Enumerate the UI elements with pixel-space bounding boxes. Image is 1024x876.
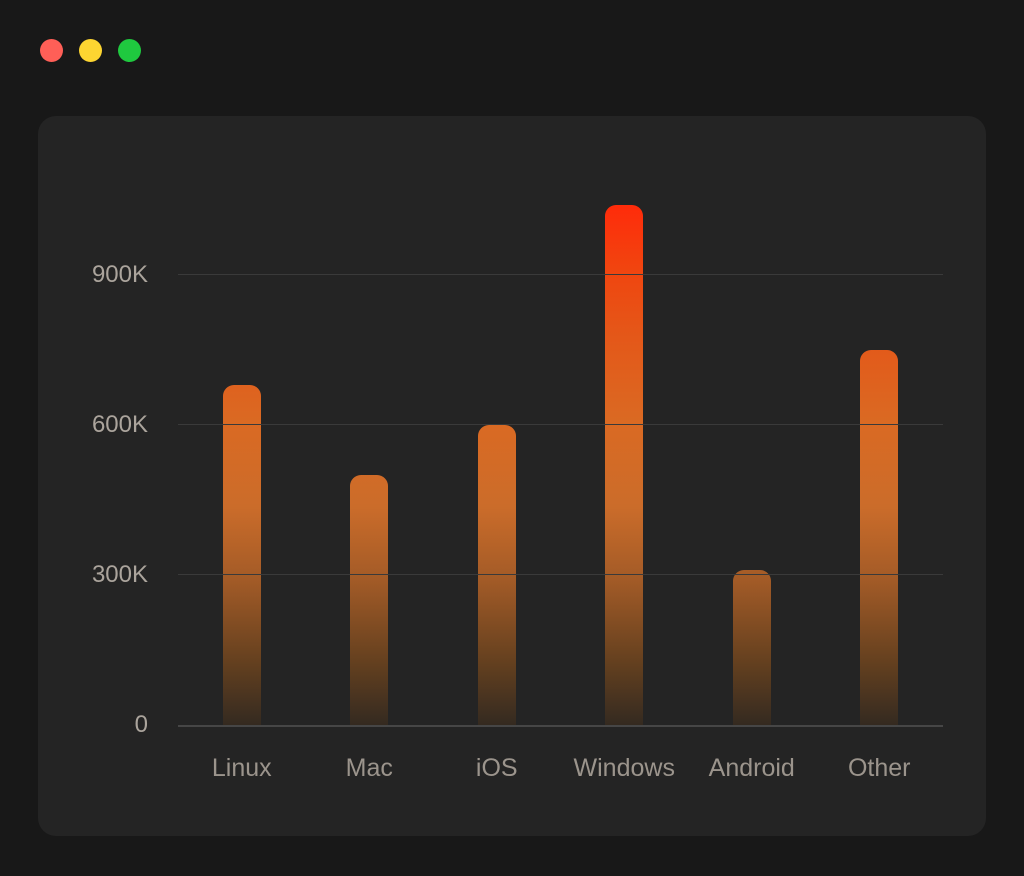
- x-axis-label-other: Other: [847, 754, 911, 782]
- bar-column: [561, 205, 689, 725]
- bar-column: [178, 385, 306, 725]
- x-axis-label-android: Android: [708, 754, 795, 782]
- y-axis-tick-label: 600K: [91, 411, 148, 438]
- x-axis-label-linux: Linux: [211, 754, 272, 782]
- plot-area: 900K 600K 300K 0: [92, 116, 943, 738]
- y-axis-tick-label: 900K: [91, 261, 148, 288]
- bar-column: [433, 425, 561, 725]
- close-button[interactable]: [40, 39, 63, 62]
- bar-ios[interactable]: [477, 425, 516, 725]
- bar-column: [688, 570, 816, 725]
- y-axis-tick-label: 300K: [91, 561, 148, 588]
- chart-card: 900K 600K 300K 0 Linux Mac iOS Windows Android O…: [38, 116, 986, 836]
- bar-windows[interactable]: [605, 205, 644, 725]
- bars-container: [178, 116, 943, 725]
- y-axis-tick-label: 0: [134, 711, 148, 738]
- gridline: [178, 574, 943, 575]
- x-axis-label-ios: iOS: [475, 754, 518, 782]
- gridline: [178, 274, 943, 275]
- zoom-button[interactable]: [118, 39, 141, 62]
- x-axis-line: [178, 725, 943, 727]
- bar-android[interactable]: [732, 570, 771, 725]
- bar-column: [816, 350, 944, 725]
- window-controls: [40, 39, 141, 62]
- bar-mac[interactable]: [350, 475, 389, 725]
- bar-other[interactable]: [860, 350, 899, 725]
- gridline: [178, 424, 943, 425]
- x-axis-labels: Linux Mac iOS Windows Android Other: [178, 754, 943, 783]
- bar-column: [306, 475, 434, 725]
- bar-linux[interactable]: [222, 385, 261, 725]
- x-axis-label-windows: Windows: [573, 754, 675, 782]
- x-axis-label-mac: Mac: [345, 754, 393, 782]
- minimize-button[interactable]: [79, 39, 102, 62]
